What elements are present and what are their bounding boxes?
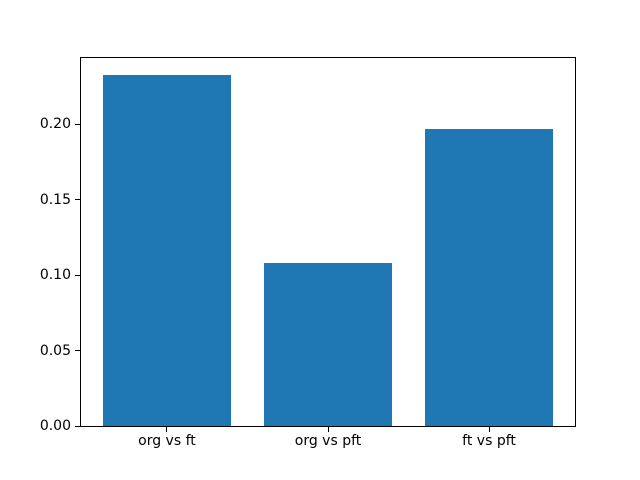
x-tick-mark [488, 427, 490, 432]
y-tick-mark [75, 123, 80, 125]
x-tick-mark [166, 427, 168, 432]
x-tick-label: org vs pft [294, 433, 362, 449]
y-tick-mark [75, 425, 80, 427]
y-tick-label: 0.05 [39, 342, 71, 359]
x-tick-label: ft vs pft [462, 433, 516, 449]
y-tick-mark [75, 274, 80, 276]
y-tick-mark [75, 350, 80, 352]
bar-0 [102, 74, 232, 426]
y-tick-label: 0.20 [39, 116, 71, 133]
y-tick-label: 0.10 [39, 267, 71, 284]
bar-1 [263, 263, 393, 426]
y-tick-mark [75, 199, 80, 201]
x-tick-mark [327, 427, 329, 432]
y-tick-label: 0.00 [39, 418, 71, 434]
bar-2 [424, 128, 554, 426]
y-tick-label: 0.15 [39, 191, 71, 208]
x-tick-label: org vs ft [138, 433, 196, 449]
